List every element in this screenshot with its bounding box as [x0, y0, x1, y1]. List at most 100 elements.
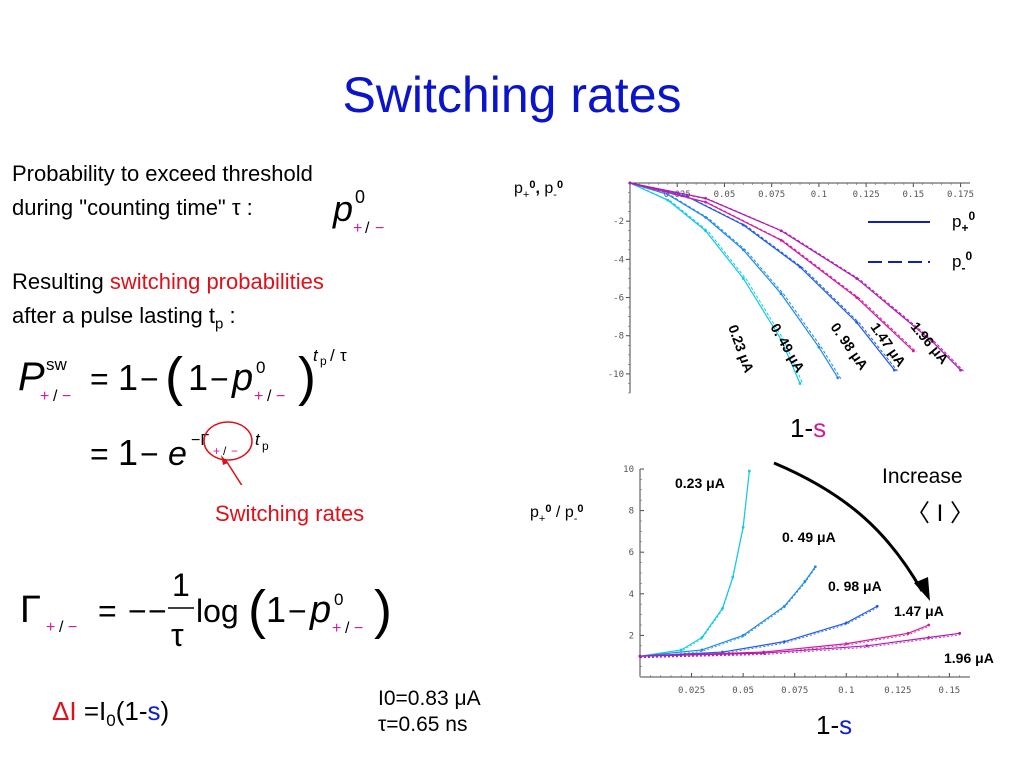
- chart1-point: [704, 229, 707, 233]
- svg-text:−: −: [276, 388, 285, 405]
- svg-text:+: +: [254, 388, 263, 405]
- chart1-point: [779, 338, 783, 341]
- result-line-1: Resulting switching probabilities: [12, 268, 324, 296]
- delta-eq: =I: [76, 696, 107, 726]
- chart2-x-tick-label: 0.075: [781, 686, 808, 696]
- chart2-point: [741, 634, 745, 637]
- chart1-series-label: 0. 98 μA: [828, 320, 872, 373]
- svg-text:Γ: Γ: [20, 589, 41, 631]
- result-prefix: Resulting: [12, 269, 110, 294]
- svg-text:sw: sw: [46, 355, 68, 374]
- chart1-y-tick-label: -4: [613, 255, 624, 265]
- chart1-series-label: 0. 49 μA: [767, 321, 808, 376]
- chart2-series-dashed: [639, 634, 960, 659]
- chart1-point: [704, 200, 707, 204]
- svg-text:1: 1: [172, 567, 190, 603]
- svg-text:−: −: [62, 388, 71, 405]
- svg-text:1: 1: [188, 357, 208, 398]
- svg-text:−: −: [128, 593, 147, 629]
- chart2-point: [721, 606, 724, 610]
- parameters: I0=0.83 μA τ=0.65 ns: [378, 686, 481, 738]
- chart2-series-line: [639, 566, 816, 657]
- svg-text:0: 0: [334, 590, 343, 609]
- chart2-series-dashed: [639, 607, 878, 659]
- chart2-x-tick-label: 0.15: [939, 686, 961, 696]
- chart2-y-tick-label: 6: [629, 548, 634, 558]
- svg-text:p: p: [332, 188, 353, 229]
- chart1-series-dashed: [632, 183, 917, 353]
- chart-probability-ratio: p+0 / p-0 0.025 0.05 0.075 0.1 0.125 0.15 2 4 6 8 1…: [530, 461, 994, 740]
- chart1-xlabel: 1-s: [790, 413, 826, 443]
- delta-paren-close: ): [160, 696, 170, 726]
- chart1-point: [893, 368, 896, 372]
- chart1-series-dashed: [632, 183, 842, 379]
- delta-i-symbol: ΔI: [52, 696, 77, 726]
- chart1-point: [741, 223, 745, 227]
- chart2-point: [700, 636, 704, 639]
- chart1-point: [911, 349, 915, 353]
- svg-text:+: +: [46, 619, 55, 636]
- chart2-x-tick-label: 0.125: [884, 686, 911, 696]
- chart2-series-label: 0. 49 μA: [782, 529, 836, 545]
- chart1-point: [798, 265, 802, 269]
- svg-text:−: −: [288, 593, 307, 629]
- svg-text:−: −: [140, 436, 159, 472]
- chart2-annotation-symbol: 〈 I 〉: [906, 500, 974, 527]
- chart1-point: [779, 292, 783, 296]
- chart1-series-line: [629, 182, 961, 371]
- chart1-point: [817, 345, 821, 349]
- delta-i-formula: ΔI =I0(1-s): [52, 696, 169, 731]
- svg-text:−: −: [354, 620, 363, 637]
- chart1-x-tick-label: 0.05: [714, 190, 736, 200]
- chart2-x-tick-label: 0.025: [678, 686, 705, 696]
- switching-probability-equation: P sw + / − = 1 − ( 1 − p 0 + / − ) t p /…: [18, 346, 347, 485]
- chart1-x-tick-label: 0.175: [947, 190, 974, 200]
- chart1-series-label: 1.96 μA: [908, 319, 952, 367]
- chart2-series-label: 0. 98 μA: [828, 578, 882, 594]
- chart1-y-tick-label: -6: [613, 294, 624, 304]
- chart2-x-tick-label: 0.1: [838, 686, 854, 696]
- svg-text:+: +: [353, 220, 362, 237]
- svg-text:/: /: [330, 346, 335, 365]
- chart1-point: [628, 181, 632, 185]
- svg-text:τ: τ: [171, 617, 184, 653]
- chart2-y-tick-label: 8: [629, 507, 634, 517]
- chart1-x-tick-label: 0.15: [902, 190, 924, 200]
- chart1-point: [666, 193, 670, 196]
- chart2-series-label: 0.23 μA: [675, 475, 725, 491]
- svg-text:/: /: [53, 388, 58, 405]
- delta-paren-open: (1-: [115, 696, 148, 726]
- slide-title: Switching rates: [342, 67, 682, 123]
- chart2-ylabel: p+0 / p-0: [530, 503, 584, 525]
- chart2-point: [927, 636, 931, 639]
- svg-text:+: +: [40, 388, 49, 405]
- chart2-point: [679, 648, 683, 652]
- intro-line-2: during "counting time" τ :: [12, 195, 253, 220]
- result-line2-text: after a pulse lasting t: [12, 303, 216, 328]
- chart1-point: [855, 320, 859, 324]
- chart2-point: [782, 604, 786, 608]
- svg-text:+: +: [332, 620, 341, 637]
- chart1-point: [779, 238, 783, 242]
- chart2-point: [844, 621, 848, 625]
- chart2-series-line: [639, 471, 750, 657]
- switching-rates-label: Switching rates: [215, 501, 365, 526]
- svg-text:=: =: [90, 361, 109, 397]
- chart2-point: [958, 631, 962, 635]
- chart2-point: [741, 525, 745, 529]
- chart1-series-dashed: [632, 183, 898, 372]
- chart1-legend-label: p-0: [952, 249, 972, 275]
- chart1-x-tick-label: 0.075: [758, 190, 785, 200]
- chart2-point: [813, 565, 817, 569]
- result-line-2: after a pulse lasting tp :: [12, 302, 236, 338]
- svg-text:−: −: [375, 220, 384, 237]
- chart2-point: [844, 642, 848, 646]
- chart1-point: [798, 382, 802, 385]
- chart2-annotation-increase: Increase: [882, 465, 963, 488]
- svg-text:+: +: [213, 444, 220, 458]
- chart1-ylabel: p+0, p-0: [514, 179, 563, 201]
- chart1-x-tick-label: 0.125: [853, 190, 880, 200]
- svg-text:/: /: [345, 620, 350, 637]
- param-i0: I0=0.83 μA: [378, 687, 481, 710]
- chart1-legend-label: p+0: [952, 209, 975, 235]
